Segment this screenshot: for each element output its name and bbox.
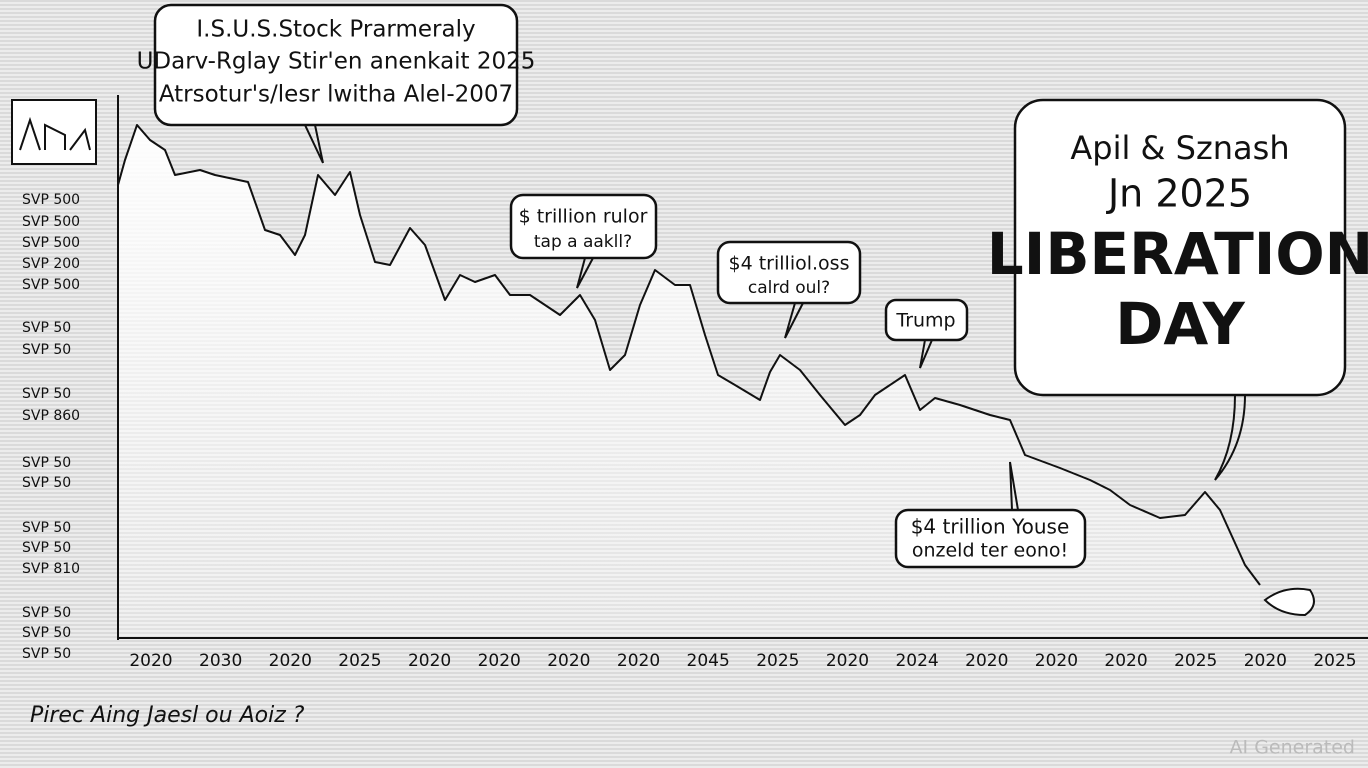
x-label: 2045 [687,651,730,671]
callout-text: Jn 2025 [1106,172,1252,216]
callout-text: tap a aakll? [534,232,632,252]
title-box: I.S.U.S.Stock Prarmeraly UDarv-Rglay Sti… [137,3,536,164]
callout: Trump [884,298,969,369]
x-label: 2020 [478,651,521,671]
y-label: SVP 810 [22,561,80,577]
callout-text: Apil & Sznash [1070,129,1289,167]
y-labels: SVP 500 SVP 500 SVP 500 SVP 200 SVP 500 SVP 5… [22,192,80,662]
arrow-tip [1263,587,1315,617]
callout-text: $4 trilliol.oss [729,253,850,275]
y-label: SVP 50 [22,386,71,402]
y-label: SVP 50 [22,520,71,536]
y-label: SVP 50 [22,475,71,491]
x-label: 2020 [617,651,660,671]
callout-main: Apil & Sznash Jn 2025 LIBERATION DAY [987,98,1368,481]
y-label: SVP 500 [22,214,80,230]
callout-text: $4 trillion Youse [911,515,1070,539]
y-label: SVP 50 [22,540,71,556]
y-label: SVP 500 [22,235,80,251]
x-label: 2025 [1313,651,1356,671]
x-labels: 2020 2030 2020 2025 2020 2020 2020 2020 2045 2025… [129,651,1356,671]
title-line: Atrsotur's/lesr lwitha Alel-2007 [159,82,513,108]
x-label: 2020 [826,651,869,671]
callout: $4 trillion Youse onzeld ter eono! [894,461,1087,569]
x-label: 2020 [408,651,451,671]
callout-text: DAY [1115,290,1245,358]
x-label: 2024 [895,651,938,671]
title-line: UDarv-Rglay Stir'en anenkait 2025 [137,49,536,75]
callout-text: $ trillion rulor [519,206,648,228]
callout: $4 trilliol.oss calrd oul? [716,240,862,339]
x-label: 2020 [1035,651,1078,671]
y-label: SVP 50 [22,625,71,641]
watermark: AI Generated [1230,737,1355,759]
x-label: 2020 [1244,651,1287,671]
price-line [117,124,1261,586]
x-label: 2025 [1174,651,1217,671]
x-label: 2020 [269,651,312,671]
callout-text: Trump [895,310,955,332]
callout-text: onzeld ter eono! [912,540,1068,562]
y-label: SVP 500 [22,192,80,208]
x-label: 2020 [547,651,590,671]
x-label: 2025 [756,651,799,671]
x-label: 2020 [965,651,1008,671]
y-label: SVP 50 [22,320,71,336]
y-label: SVP 50 [22,342,71,358]
callout-text: LIBERATION [987,220,1368,288]
x-label: 2020 [1104,651,1147,671]
y-label: SVP 860 [22,408,80,424]
title-line: I.S.U.S.Stock Prarmeraly [196,17,475,43]
x-label: 2030 [199,651,242,671]
y-label: SVP 50 [22,605,71,621]
y-label: SVP 500 [22,277,80,293]
y-label: SVP 50 [22,455,71,471]
logo [11,99,97,165]
callout: $ trillion rulor tap a aakll? [509,193,658,289]
y-label: SVP 200 [22,256,80,272]
y-label: SVP 50 [22,646,71,662]
callout-text: calrd oul? [748,278,830,298]
x-label: 2025 [338,651,381,671]
x-label: 2020 [129,651,172,671]
footer: Pirec Aing Jaesl ou Aoiz ? [30,703,305,728]
